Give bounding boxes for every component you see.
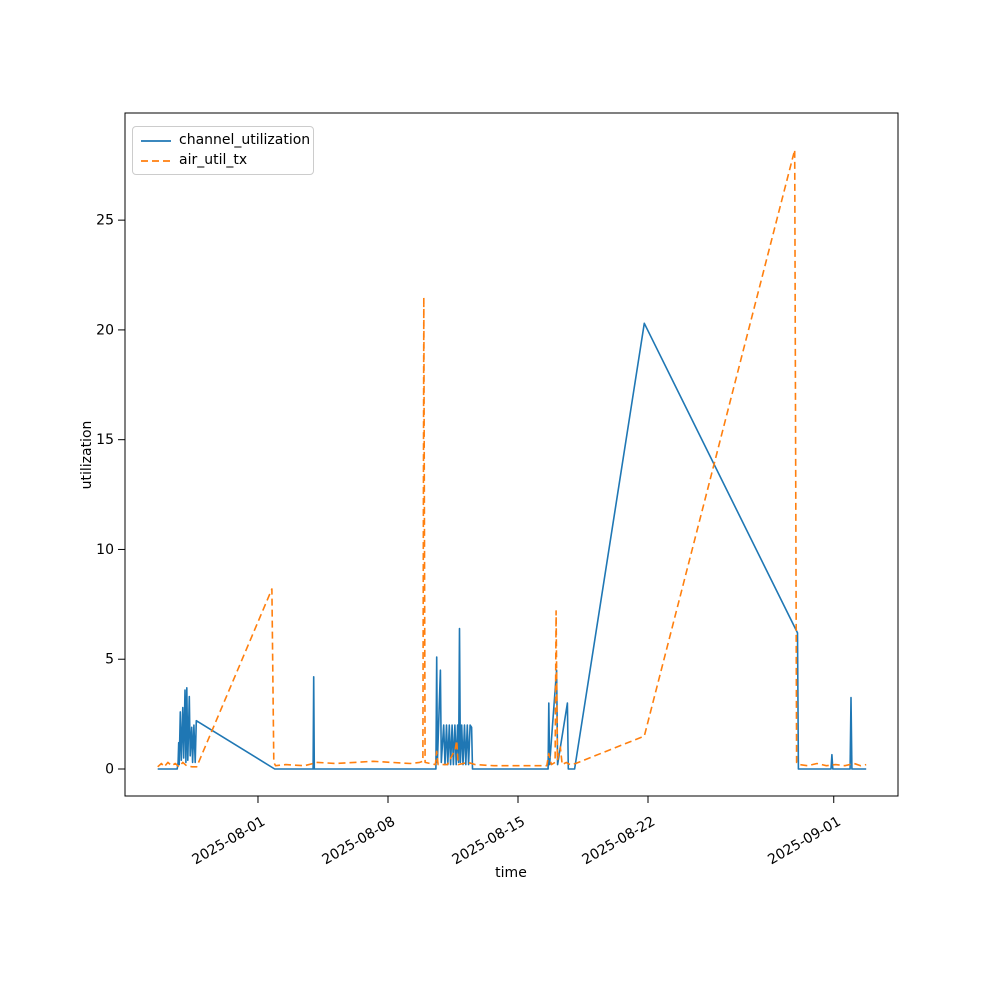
legend: channel_utilization air_util_tx bbox=[132, 126, 314, 175]
legend-label: channel_utilization bbox=[179, 132, 311, 148]
x-axis-label: time bbox=[495, 865, 527, 881]
legend-line-dashed-icon bbox=[141, 159, 171, 162]
x-tick-label: 2025-08-08 bbox=[320, 814, 398, 869]
x-tick-label: 2025-08-15 bbox=[450, 814, 528, 869]
legend-line-solid-icon bbox=[141, 139, 171, 142]
x-tick-label: 2025-08-22 bbox=[580, 814, 658, 869]
y-tick-label: 5 bbox=[105, 652, 114, 668]
x-tick-label: 2025-08-01 bbox=[190, 814, 268, 869]
plot-frame bbox=[124, 112, 899, 797]
legend-entry-channel-utilization: channel_utilization bbox=[141, 132, 310, 149]
x-tick-label: 2025-09-01 bbox=[765, 814, 843, 869]
y-tick-label: 25 bbox=[96, 213, 114, 229]
y-tick-label: 0 bbox=[105, 761, 114, 777]
legend-entry-air-util-tx: air_util_tx bbox=[141, 152, 305, 169]
legend-label: air_util_tx bbox=[179, 152, 248, 168]
series-line-channel_utilization bbox=[157, 322, 867, 770]
series-line-air_util_tx bbox=[157, 149, 867, 768]
y-tick-label: 15 bbox=[96, 432, 114, 448]
y-axis-label: utilization bbox=[79, 420, 95, 490]
y-tick-label: 10 bbox=[96, 542, 114, 558]
y-tick-label: 20 bbox=[96, 322, 114, 338]
